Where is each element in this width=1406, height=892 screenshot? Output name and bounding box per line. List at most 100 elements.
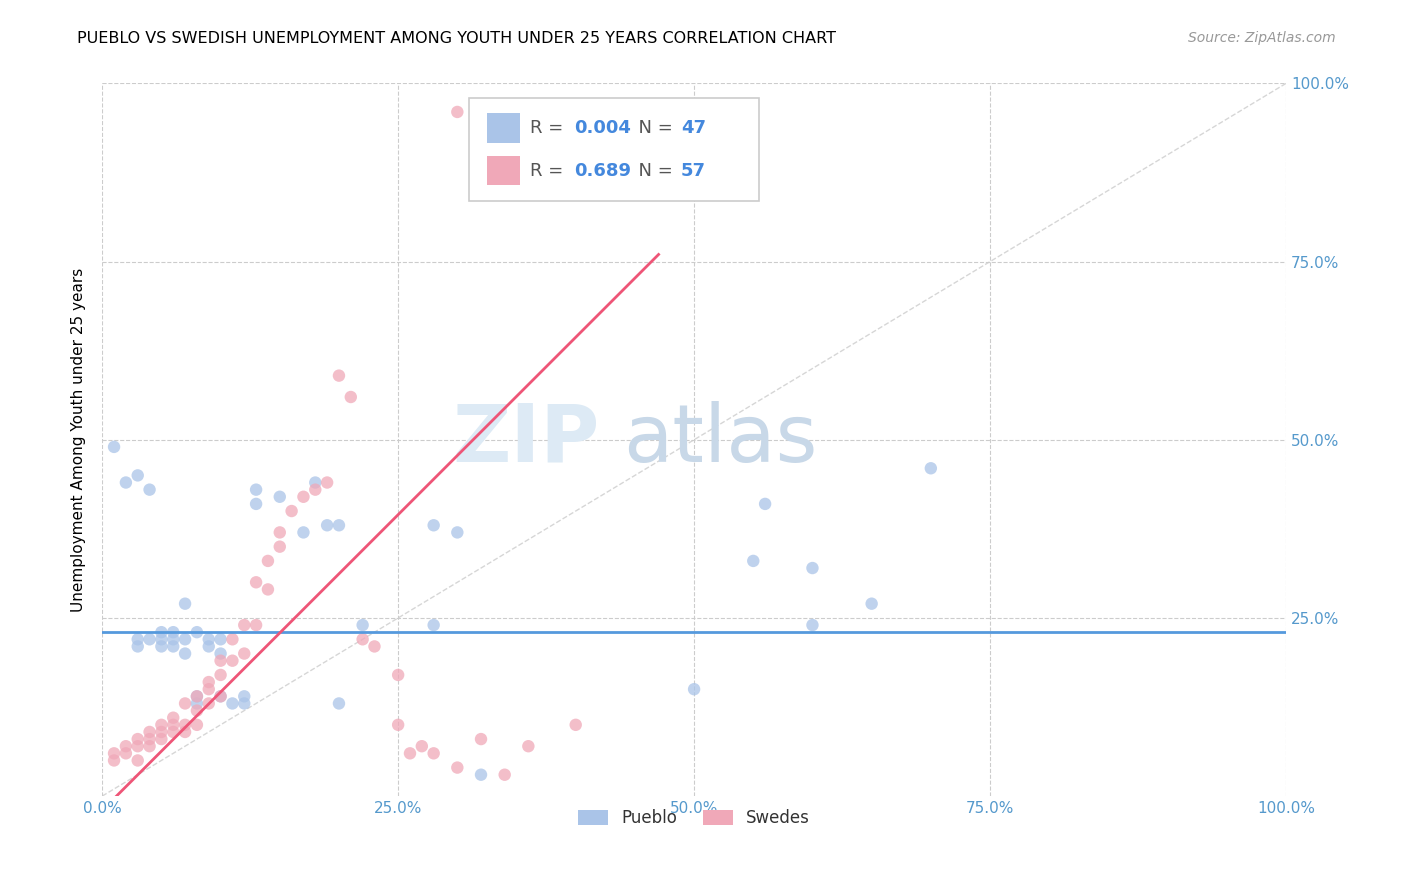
- Point: [138, 739, 160, 754]
- Point: [245, 575, 267, 590]
- Point: [103, 440, 125, 454]
- Point: [422, 747, 444, 761]
- Point: [209, 654, 232, 668]
- Point: [162, 632, 184, 647]
- Text: R =: R =: [530, 161, 568, 179]
- Point: [150, 718, 173, 732]
- Point: [446, 761, 468, 775]
- Point: [352, 632, 374, 647]
- Point: [186, 697, 208, 711]
- Point: [221, 697, 243, 711]
- Point: [387, 668, 409, 682]
- Point: [197, 640, 219, 654]
- Point: [174, 647, 197, 661]
- Point: [387, 718, 409, 732]
- Point: [257, 554, 280, 568]
- Point: [304, 475, 326, 490]
- Text: 0.689: 0.689: [575, 161, 631, 179]
- Point: [269, 525, 291, 540]
- Point: [115, 739, 138, 754]
- FancyBboxPatch shape: [486, 113, 520, 143]
- Point: [197, 682, 219, 697]
- Text: R =: R =: [530, 120, 568, 137]
- Point: [115, 475, 138, 490]
- Point: [127, 732, 149, 747]
- Point: [269, 490, 291, 504]
- Point: [422, 518, 444, 533]
- Point: [150, 725, 173, 739]
- Point: [316, 518, 339, 533]
- Point: [197, 632, 219, 647]
- Point: [422, 618, 444, 632]
- Point: [162, 725, 184, 739]
- Text: atlas: atlas: [623, 401, 817, 479]
- Point: [174, 718, 197, 732]
- Point: [920, 461, 942, 475]
- Point: [257, 582, 280, 597]
- Legend: Pueblo, Swedes: Pueblo, Swedes: [572, 803, 817, 834]
- Point: [103, 754, 125, 768]
- Point: [221, 632, 243, 647]
- Point: [269, 540, 291, 554]
- Text: 47: 47: [681, 120, 706, 137]
- Point: [221, 654, 243, 668]
- Point: [233, 647, 256, 661]
- Point: [399, 747, 422, 761]
- Point: [174, 597, 197, 611]
- Text: N =: N =: [627, 120, 678, 137]
- Text: 57: 57: [681, 161, 706, 179]
- Point: [316, 475, 339, 490]
- Point: [340, 390, 363, 404]
- Point: [162, 718, 184, 732]
- Point: [245, 483, 267, 497]
- Point: [138, 732, 160, 747]
- Point: [446, 525, 468, 540]
- Point: [162, 640, 184, 654]
- Point: [233, 690, 256, 704]
- Point: [127, 640, 149, 654]
- Point: [186, 690, 208, 704]
- Point: [860, 597, 883, 611]
- Point: [446, 104, 468, 119]
- Point: [292, 525, 315, 540]
- Point: [517, 739, 540, 754]
- Point: [754, 497, 776, 511]
- Point: [186, 718, 208, 732]
- Point: [494, 768, 516, 782]
- Point: [683, 682, 706, 697]
- Point: [280, 504, 302, 518]
- Text: PUEBLO VS SWEDISH UNEMPLOYMENT AMONG YOUTH UNDER 25 YEARS CORRELATION CHART: PUEBLO VS SWEDISH UNEMPLOYMENT AMONG YOU…: [77, 31, 837, 46]
- FancyBboxPatch shape: [470, 98, 759, 201]
- Point: [186, 690, 208, 704]
- Point: [197, 675, 219, 690]
- Point: [127, 632, 149, 647]
- Point: [186, 625, 208, 640]
- Point: [801, 618, 824, 632]
- Point: [174, 725, 197, 739]
- Point: [245, 497, 267, 511]
- Point: [186, 704, 208, 718]
- Point: [304, 483, 326, 497]
- Point: [209, 690, 232, 704]
- FancyBboxPatch shape: [486, 155, 520, 186]
- Point: [564, 718, 586, 732]
- Point: [209, 647, 232, 661]
- Point: [411, 739, 433, 754]
- Point: [150, 632, 173, 647]
- Point: [328, 697, 350, 711]
- Text: ZIP: ZIP: [453, 401, 599, 479]
- Point: [328, 368, 350, 383]
- Point: [209, 690, 232, 704]
- Text: N =: N =: [627, 161, 678, 179]
- Point: [127, 739, 149, 754]
- Point: [115, 747, 138, 761]
- Point: [742, 554, 765, 568]
- Point: [174, 632, 197, 647]
- Point: [470, 768, 492, 782]
- Point: [162, 711, 184, 725]
- Text: 0.004: 0.004: [575, 120, 631, 137]
- Point: [150, 732, 173, 747]
- Point: [138, 483, 160, 497]
- Y-axis label: Unemployment Among Youth under 25 years: Unemployment Among Youth under 25 years: [72, 268, 86, 612]
- Point: [103, 747, 125, 761]
